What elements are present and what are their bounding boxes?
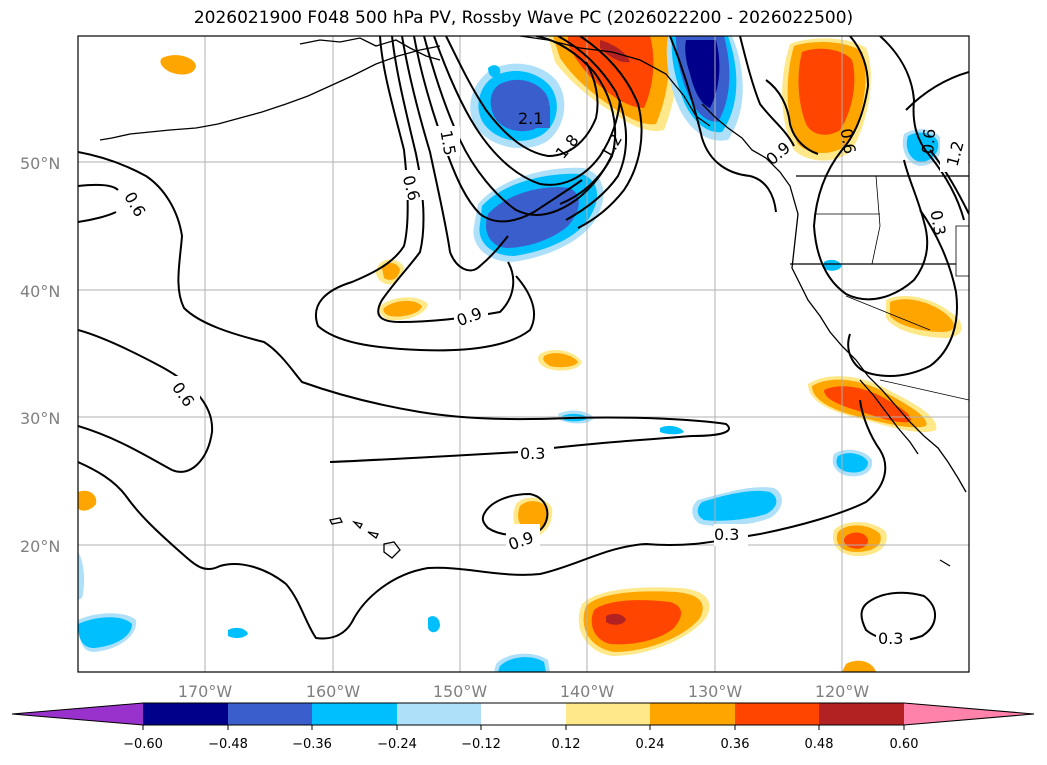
shading-positive <box>798 48 855 135</box>
lon-label: 140°W <box>560 682 615 701</box>
contour-label: 0.6 <box>836 127 859 155</box>
colorbar-extend-low <box>12 703 143 725</box>
colorbar-tick-label: 0.48 <box>805 737 834 752</box>
contour-label: 2.1 <box>518 109 543 128</box>
contour-label: 0.3 <box>520 444 545 463</box>
colorbar-tick-label: 0.60 <box>890 737 919 752</box>
colorbar-segment <box>819 703 904 725</box>
colorbar-segment <box>735 703 819 725</box>
lat-label: 40°N <box>20 282 60 301</box>
shading-positive <box>160 55 196 75</box>
colorbar-tick-label: −0.48 <box>208 737 248 752</box>
colorbar-segment <box>228 703 312 725</box>
lon-label: 170°W <box>178 682 233 701</box>
map-frame <box>77 35 970 673</box>
lon-labels: 170°W 160°W 150°W 140°W 130°W 120°W <box>178 682 870 701</box>
map-plot-area: 0.6 0.6 1.5 0.6 2.1 1.8 1.2 0.9 0.9 0.3 … <box>78 36 969 672</box>
shading-negative <box>498 657 546 672</box>
shading-positive <box>842 660 876 672</box>
colorbar-segment <box>312 703 397 725</box>
chart-title: 2026021900 F048 500 hPa PV, Rossby Wave … <box>193 8 854 28</box>
contour-label: 0.3 <box>878 629 903 648</box>
colorbar-tick-label: 0.24 <box>636 737 665 752</box>
colorbar-tick-label: −0.60 <box>123 737 163 752</box>
shading-positive <box>383 300 422 317</box>
lat-label: 20°N <box>20 537 60 556</box>
lon-label: 160°W <box>306 682 361 701</box>
shading-positive <box>600 40 630 63</box>
pv-contours <box>78 36 969 642</box>
colorbar-tick-label: 0.36 <box>721 737 750 752</box>
contour-label: 0.3 <box>926 209 949 237</box>
colorbar: −0.60 −0.48 −0.36 −0.24 −0.12 0.12 0.24 … <box>11 702 1035 752</box>
colorbar-segment <box>566 703 650 725</box>
shading-negative <box>697 490 777 521</box>
shading-negative <box>228 627 248 638</box>
shading-negative <box>836 453 868 473</box>
lon-label: 120°W <box>815 682 870 701</box>
colorbar-tick-label: 0.12 <box>552 737 581 752</box>
shading-positive <box>543 353 578 368</box>
colorbar-segment <box>397 703 481 725</box>
shading-positive <box>382 262 400 280</box>
shading-positive <box>591 600 682 645</box>
shading-positive <box>606 613 626 625</box>
contour-label: 0.6 <box>918 128 939 155</box>
lat-label: 30°N <box>20 409 60 428</box>
colorbar-tick-label: −0.24 <box>377 737 417 752</box>
shading-positive <box>890 299 954 332</box>
colorbar-tick-label: −0.12 <box>461 737 501 752</box>
lat-labels: 50°N 40°N 30°N 20°N <box>20 154 60 556</box>
shading-positive <box>78 490 97 511</box>
colorbar-segment <box>650 703 735 725</box>
lon-label: 150°W <box>433 682 488 701</box>
shading-negative <box>78 552 85 600</box>
lon-label: 130°W <box>688 682 743 701</box>
shading-negative <box>486 187 579 248</box>
colorbar-segment <box>143 703 228 725</box>
shading-negative <box>78 617 132 648</box>
colorbar-segment <box>481 703 566 725</box>
shading-negative <box>685 40 720 108</box>
contour-label: 0.3 <box>714 525 739 544</box>
shading-negative <box>488 65 501 78</box>
shading-positive <box>824 386 911 423</box>
lat-label: 50°N <box>20 154 60 173</box>
shading-negative <box>660 425 684 435</box>
shading-negative <box>824 259 842 271</box>
contour-label: 1.5 <box>436 129 459 157</box>
colorbar-tick-label: −0.36 <box>292 737 332 752</box>
colorbar-extend-high <box>904 703 1034 725</box>
shading-negative <box>428 616 440 633</box>
